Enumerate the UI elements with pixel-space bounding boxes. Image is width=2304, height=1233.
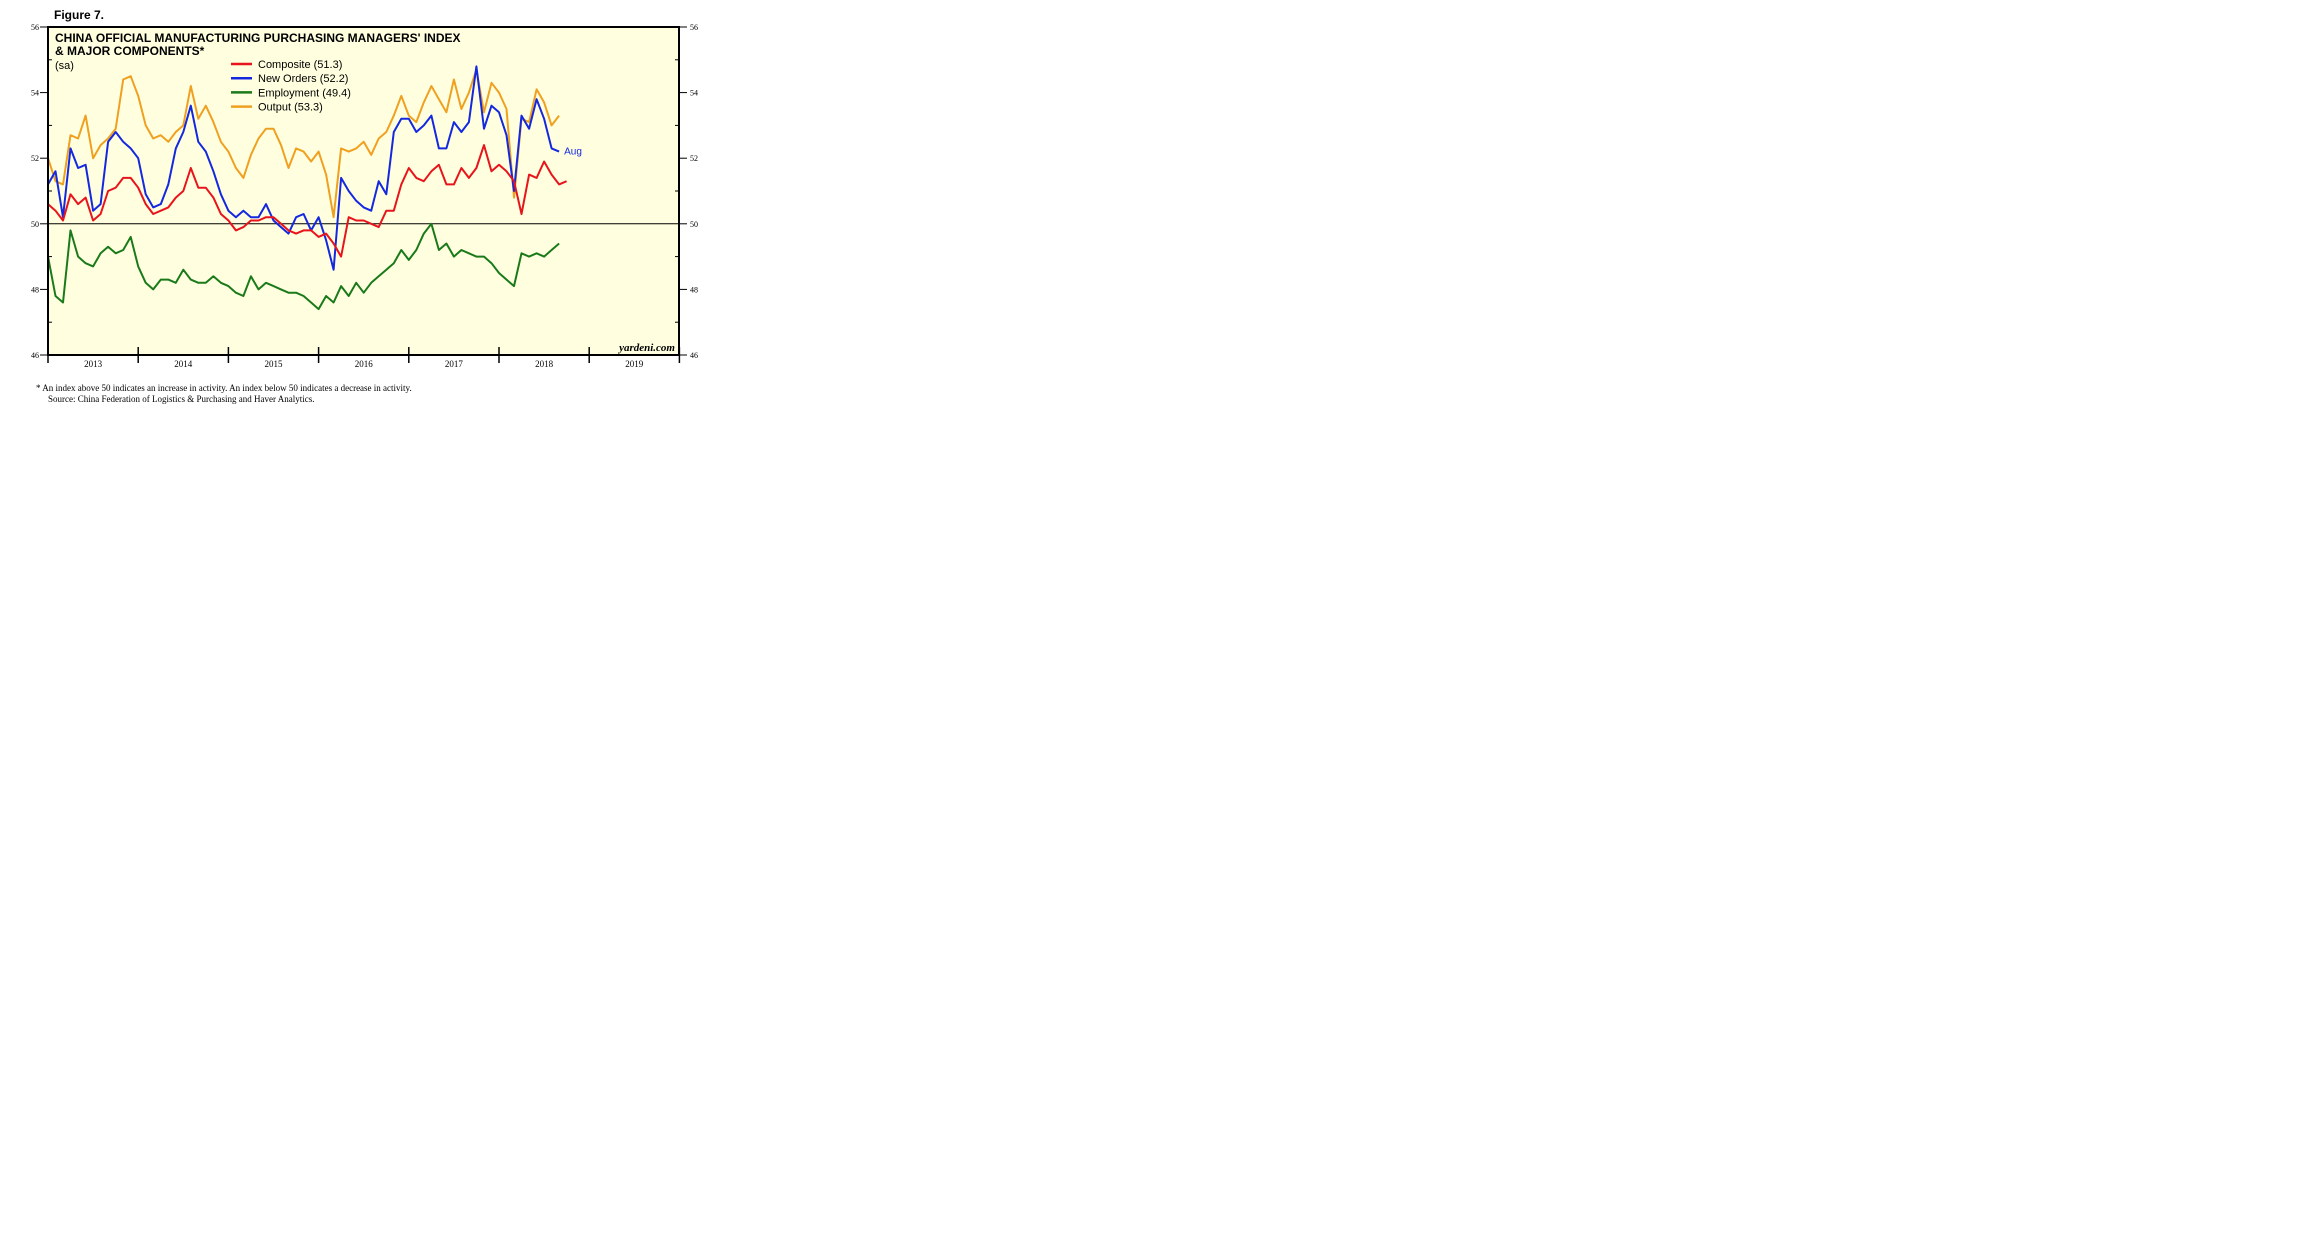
plot-frame	[47, 26, 680, 356]
x-tick-label: 2017	[445, 359, 464, 369]
series-lines	[47, 65, 567, 311]
legend: Composite (51.3) New Orders (52.2) Employm…	[231, 59, 351, 114]
y-tick-label-right: 52	[690, 154, 698, 163]
y-tick-label-left: 48	[31, 285, 39, 294]
y-tick-label-left: 50	[31, 220, 39, 229]
x-tick-label: 2018	[535, 359, 554, 369]
footnote-line1: * An index above 50 indicates an increas…	[36, 383, 412, 393]
series-line-composite	[47, 144, 567, 258]
legend-label-output: Output (53.3)	[258, 102, 323, 114]
chart-subtitle: (sa)	[55, 60, 74, 72]
legend-label-new-orders: New Orders (52.2)	[258, 73, 348, 85]
x-tick-label: 2015	[265, 359, 284, 369]
legend-label-employment: Employment (49.4)	[258, 87, 351, 99]
chart-title-line2: & MAJOR COMPONENTS*	[55, 44, 205, 58]
y-tick-label-right: 54	[690, 89, 698, 98]
figure-label: Figure 7.	[54, 8, 104, 22]
chart-title-line1: CHINA OFFICIAL MANUFACTURING PURCHASING …	[55, 31, 461, 45]
series-line-output	[47, 68, 560, 219]
x-tick-label: 2016	[355, 359, 374, 369]
watermark: yardeni.com	[617, 342, 675, 354]
y-tick-label-left: 46	[31, 351, 39, 360]
y-tick-label-left: 54	[31, 89, 39, 98]
end-label-aug: Aug	[564, 147, 582, 158]
y-tick-label-left: 52	[31, 154, 39, 163]
series-line-new-orders	[47, 65, 560, 271]
y-tick-label-right: 46	[690, 351, 698, 360]
y-tick-label-right: 50	[690, 220, 698, 229]
x-tick-label: 2014	[174, 359, 193, 369]
y-tick-label-right: 56	[690, 23, 698, 32]
series-line-employment	[47, 222, 560, 311]
y-tick-label-left: 56	[31, 23, 39, 32]
plot-background	[48, 27, 679, 355]
footnote-line2: Source: China Federation of Logistics & …	[48, 394, 314, 404]
x-axis: 2013 2014 2015 2016 2017 2018 2019	[47, 347, 681, 369]
x-tick-label: 2013	[84, 359, 103, 369]
legend-label-composite: Composite (51.3)	[258, 59, 342, 71]
y-tick-label-right: 48	[690, 285, 698, 294]
y-axis-right: 46 48 50 52 54 56	[675, 23, 698, 360]
x-tick-label: 2019	[625, 359, 644, 369]
